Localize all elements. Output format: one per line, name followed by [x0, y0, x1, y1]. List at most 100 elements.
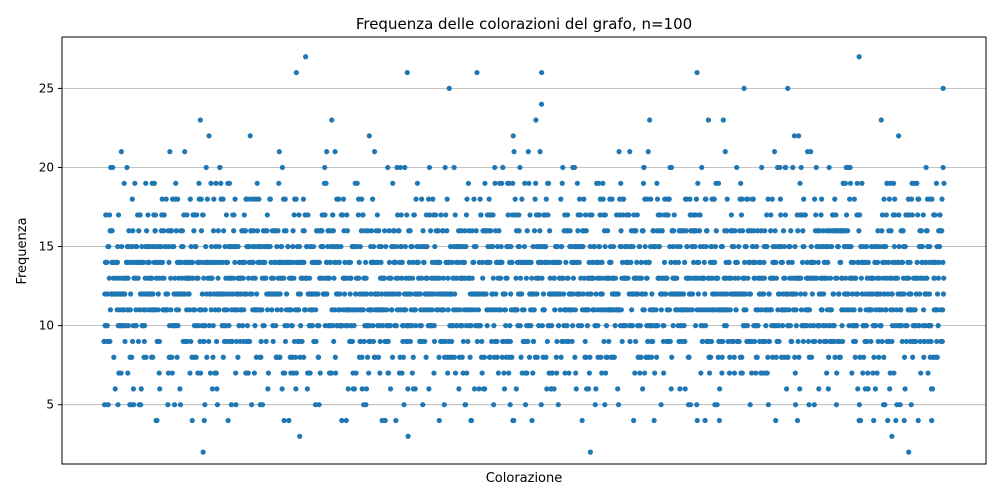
- scatter-point: [768, 307, 775, 313]
- scatter-point: [387, 386, 394, 392]
- scatter-point: [504, 275, 510, 281]
- scatter-point: [661, 259, 668, 265]
- scatter-point: [105, 402, 111, 408]
- scatter-point: [939, 338, 945, 345]
- scatter-point: [353, 370, 359, 376]
- scatter-point: [924, 275, 930, 281]
- scatter-point: [730, 338, 736, 345]
- plot-frame: [61, 36, 987, 465]
- scatter-point: [130, 228, 136, 234]
- scatter-point: [602, 243, 608, 250]
- scatter-point: [315, 291, 321, 297]
- scatter-point: [671, 228, 677, 234]
- scatter-point: [459, 323, 465, 329]
- scatter-point: [360, 212, 366, 218]
- scatter-point: [701, 259, 707, 265]
- scatter-point: [668, 259, 674, 265]
- scatter-point: [336, 259, 342, 265]
- scatter-point: [580, 243, 586, 250]
- scatter-point: [615, 402, 622, 408]
- scatter-point: [854, 291, 861, 297]
- scatter-point: [547, 228, 553, 234]
- scatter-point: [167, 149, 173, 155]
- scatter-point: [878, 307, 885, 313]
- scatter-point: [666, 307, 673, 313]
- scatter-point: [788, 228, 794, 234]
- scatter-point: [823, 338, 829, 345]
- scatter-point: [817, 338, 823, 345]
- scatter-point: [145, 212, 151, 218]
- scatter-point: [889, 338, 895, 345]
- scatter-point: [849, 370, 855, 376]
- scatter-point: [282, 338, 289, 345]
- scatter-point: [555, 402, 561, 408]
- scatter-point: [551, 275, 557, 281]
- scatter-point: [254, 228, 261, 234]
- scatter-point: [934, 354, 940, 360]
- scatter-point: [482, 180, 488, 186]
- scatter-point: [499, 354, 505, 360]
- scatter-point: [240, 275, 246, 281]
- scatter-point: [580, 291, 586, 297]
- scatter-point: [738, 180, 744, 186]
- scatter-point: [565, 275, 571, 281]
- scatter-point: [165, 370, 172, 376]
- scatter-point: [375, 354, 382, 360]
- scatter-point: [896, 243, 902, 250]
- scatter-point: [879, 228, 885, 234]
- scatter-point: [652, 370, 658, 376]
- scatter-point: [135, 338, 142, 345]
- scatter-point: [647, 117, 653, 123]
- scatter-point: [487, 354, 493, 360]
- scatter-point: [538, 402, 544, 408]
- scatter-point: [534, 291, 540, 297]
- scatter-point: [818, 212, 824, 218]
- scatter-point: [223, 212, 229, 218]
- scatter-point: [232, 259, 238, 265]
- scatter-point: [374, 212, 380, 218]
- scatter-point: [929, 386, 936, 392]
- scatter-point: [143, 228, 150, 234]
- scatter-point: [569, 338, 575, 345]
- scatter-point: [891, 243, 898, 250]
- scatter-point: [390, 180, 396, 186]
- scatter-point: [916, 196, 922, 202]
- scatter-point: [825, 386, 831, 392]
- scatter-point: [363, 402, 369, 408]
- scatter-point: [283, 228, 289, 234]
- scatter-point: [648, 354, 655, 360]
- scatter-point: [687, 196, 693, 202]
- scatter-point: [370, 196, 376, 202]
- scatter-point: [413, 323, 419, 329]
- scatter-point: [343, 417, 349, 424]
- scatter-point: [531, 228, 538, 234]
- scatter-point: [595, 323, 601, 329]
- scatter-point: [754, 243, 760, 250]
- scatter-point: [587, 243, 593, 250]
- scatter-point: [918, 370, 924, 376]
- scatter-point: [202, 323, 208, 329]
- scatter-point: [430, 291, 436, 297]
- scatter-point: [591, 243, 598, 250]
- scatter-point: [603, 323, 610, 329]
- scatter-point: [924, 228, 930, 234]
- scatter-point: [377, 370, 383, 376]
- scatter-point: [738, 212, 745, 218]
- scatter-point: [669, 354, 675, 360]
- scatter-point: [618, 180, 624, 186]
- scatter-point: [890, 180, 897, 186]
- scatter-point: [168, 228, 175, 234]
- scatter-point: [250, 228, 257, 234]
- scatter-point: [825, 259, 831, 265]
- scatter-point: [282, 370, 288, 376]
- scatter-point: [236, 323, 242, 329]
- scatter-point: [650, 228, 657, 234]
- scatter-point: [379, 291, 385, 297]
- scatter-point: [727, 307, 733, 313]
- scatter-point: [813, 164, 819, 171]
- scatter-point: [233, 370, 239, 376]
- scatter-point: [204, 196, 210, 202]
- scatter-point: [107, 338, 113, 345]
- scatter-point: [378, 259, 384, 265]
- scatter-point: [765, 402, 771, 408]
